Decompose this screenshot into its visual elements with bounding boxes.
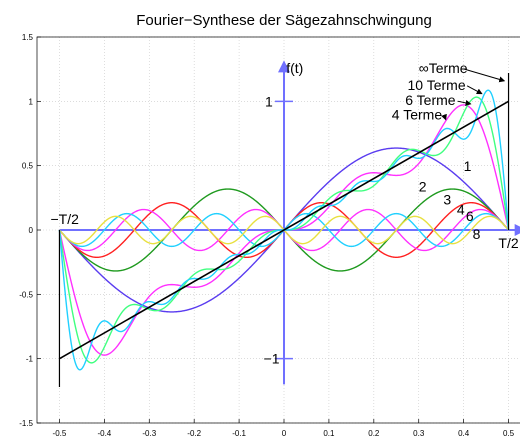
partial-sum-4-arrow bbox=[441, 113, 447, 121]
y-tick-label: -0.5 bbox=[19, 290, 33, 299]
x-tick-label: -0.1 bbox=[232, 429, 246, 438]
x-tick-label: 0.2 bbox=[368, 429, 380, 438]
partial-sum-1000-label: ∞Terme bbox=[419, 60, 468, 76]
partial-sum-6-arrow bbox=[457, 99, 472, 106]
x-tick-label: 0 bbox=[282, 429, 287, 438]
y-tick-label: -1 bbox=[26, 355, 34, 364]
harmonic-3-label: 3 bbox=[443, 191, 451, 207]
f-axis-label: f(t) bbox=[286, 60, 303, 76]
y-tick-label: 0 bbox=[29, 226, 34, 235]
y-tick-label: 1 bbox=[29, 97, 34, 106]
partial-sum-10-arrow bbox=[466, 85, 483, 95]
y-axis-ticks: -1.5 -1 -0.5 0 0.5 1 1.5 bbox=[19, 33, 41, 428]
x-tick-label: -0.3 bbox=[142, 429, 156, 438]
partial-sum-4-label: 4 Terme bbox=[392, 106, 443, 122]
y-tick-label: 1.5 bbox=[22, 33, 34, 42]
pos-half-period-label: T/2 bbox=[498, 235, 518, 251]
harmonic-1-label: 1 bbox=[464, 158, 472, 174]
x-tick-label: 0.3 bbox=[413, 429, 425, 438]
harmonic-4-label: 4 bbox=[457, 202, 465, 218]
partial-sum-6-label: 6 Terme bbox=[405, 92, 456, 108]
y-tick-label: 0.5 bbox=[22, 162, 34, 171]
harmonic-5-label: 6 bbox=[466, 208, 474, 224]
neg-half-period-label: −T/2 bbox=[50, 211, 79, 227]
x-axis-ticks: -0.5 -0.4 -0.3 -0.2 -0.1 0 0.1 0.2 0.3 0.4 0.5 bbox=[53, 419, 515, 438]
harmonic-6-label: 8 bbox=[473, 226, 481, 242]
minus-one-label: −1 bbox=[264, 351, 280, 367]
plus-one-label: 1 bbox=[265, 93, 273, 109]
y-tick-label: -1.5 bbox=[19, 419, 33, 428]
x-tick-label: 0.5 bbox=[503, 429, 515, 438]
x-tick-label: -0.2 bbox=[187, 429, 201, 438]
x-tick-label: -0.5 bbox=[53, 429, 67, 438]
chart-title: Fourier−Synthese der Sägezahnschwingung bbox=[136, 12, 432, 29]
sawtooth-diagonal bbox=[59, 100, 509, 360]
partial-sum-1000-arrow bbox=[463, 68, 506, 83]
harmonic-2-label: 2 bbox=[419, 178, 427, 194]
x-tick-label: -0.4 bbox=[97, 429, 111, 438]
partial-sum-10-label: 10 Terme bbox=[408, 77, 466, 93]
x-tick-label: 0.1 bbox=[323, 429, 335, 438]
sawtooth-line bbox=[58, 73, 510, 387]
x-tick-label: 0.4 bbox=[458, 429, 470, 438]
